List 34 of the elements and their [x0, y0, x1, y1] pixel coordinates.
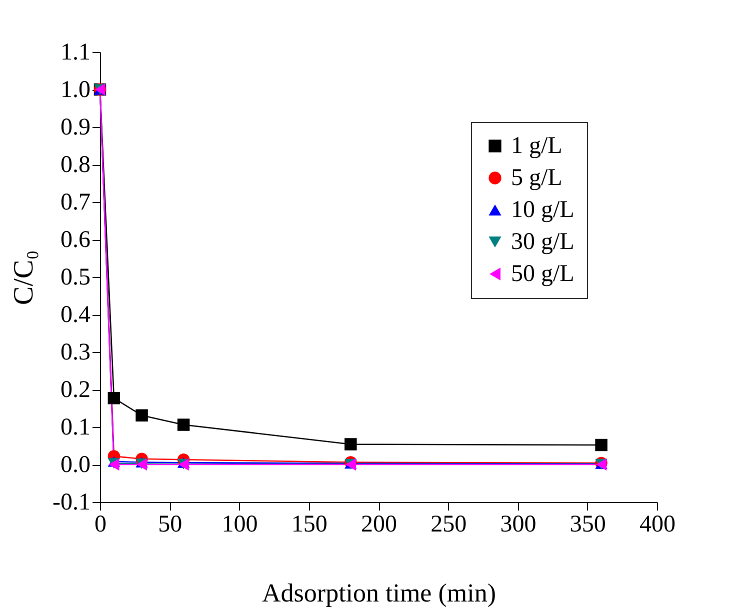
y-tick-label: 0.7 [60, 190, 90, 216]
legend-label: 1 g/L [511, 133, 562, 159]
x-tick-label: 0 [94, 512, 106, 538]
y-tick-label: 0.4 [60, 302, 90, 328]
legend-label: 30 g/L [511, 229, 574, 255]
x-tick-label: 400 [640, 512, 676, 538]
y-tick-label: -0.1 [52, 490, 90, 516]
x-axis-title: Adsorption time (min) [262, 578, 496, 608]
point [108, 392, 120, 404]
x-tick-label: 150 [291, 512, 328, 538]
legend-label: 50 g/L [511, 261, 574, 287]
x-tick-label: 350 [570, 512, 606, 538]
y-tick-label: 1.1 [60, 40, 90, 66]
x-tick-label: 100 [222, 512, 258, 538]
y-tick-label: 0.2 [60, 377, 90, 403]
point [177, 418, 190, 431]
point [344, 438, 357, 450]
y-tick-label: 0.5 [60, 264, 90, 290]
x-tick-label: 250 [430, 512, 467, 538]
y-tick-label: 0.9 [60, 114, 90, 140]
y-tick-label: 0.6 [60, 227, 90, 253]
y-tick-label: 0.8 [60, 152, 90, 178]
legend-label: 5 g/L [511, 165, 562, 191]
legend-label: 10 g/L [511, 197, 574, 223]
y-tick-label: 0.1 [60, 414, 90, 440]
y-tick-label: 0.3 [60, 340, 90, 366]
point [595, 438, 608, 452]
x-tick-label: 50 [158, 512, 182, 538]
y-axis-title: C/C₀ [8, 250, 40, 305]
x-tick-label: 300 [500, 512, 536, 538]
point [136, 409, 148, 422]
y-tick-label: 1.0 [60, 77, 90, 103]
x-tick-label: 200 [361, 512, 397, 538]
y-tick-label: 0.0 [60, 452, 90, 478]
